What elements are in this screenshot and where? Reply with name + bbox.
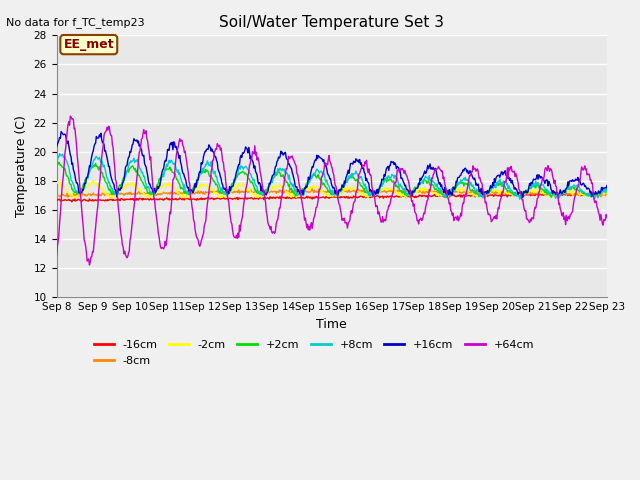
Text: EE_met: EE_met (63, 38, 114, 51)
Text: No data for f_TC_temp23: No data for f_TC_temp23 (6, 17, 145, 28)
Legend: -16cm, -8cm, -2cm, +2cm, +8cm, +16cm, +64cm: -16cm, -8cm, -2cm, +2cm, +8cm, +16cm, +6… (90, 336, 538, 370)
X-axis label: Time: Time (316, 318, 347, 331)
Y-axis label: Temperature (C): Temperature (C) (15, 115, 28, 217)
Title: Soil/Water Temperature Set 3: Soil/Water Temperature Set 3 (220, 15, 444, 30)
